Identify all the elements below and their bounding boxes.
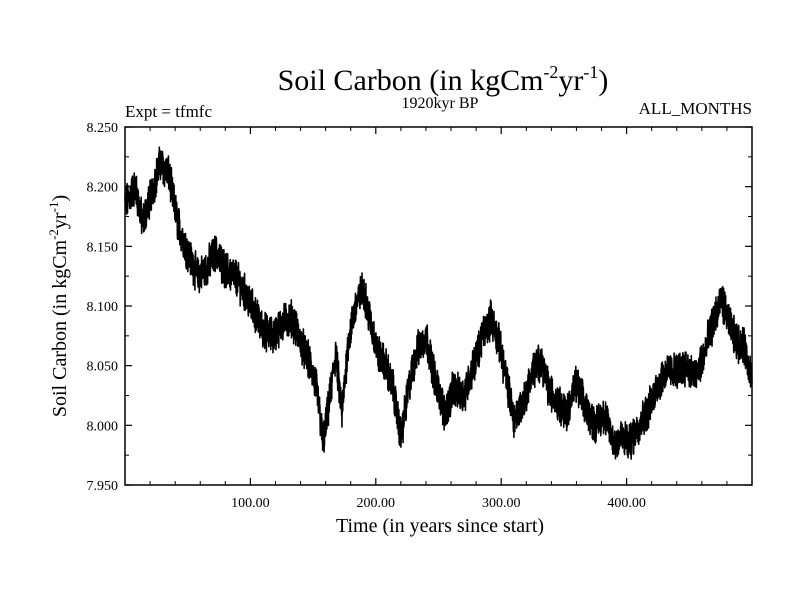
chart-title-main: Soil Carbon (in kgCm: [278, 64, 544, 97]
x-tick-label: 400.00: [607, 496, 646, 511]
chart-title-exp2: -1: [583, 62, 598, 82]
series-line-soil-carbon: [124, 146, 753, 460]
chart-subtitle: 1920kyr BP: [402, 95, 479, 112]
chart-title-end: ): [598, 64, 608, 97]
chart-title-mid: yr: [558, 64, 583, 97]
x-tick-label: 300.00: [482, 496, 521, 511]
y-axis-label-exp1: -2: [46, 229, 61, 240]
y-tick-label: 8.150: [87, 240, 119, 255]
expt-label: Expt = tfmfc: [125, 102, 212, 121]
y-tick-label: 8.200: [87, 181, 119, 196]
plot-frame: [124, 126, 753, 486]
y-axis-label-mid: yr: [49, 212, 71, 229]
chart-title: Soil Carbon (in kgCm-2yr-1): [278, 62, 609, 97]
y-axis-label-exp2: -1: [46, 202, 61, 213]
y-axis-label-main: Soil Carbon (in kgCm: [49, 239, 71, 417]
x-axis: 100.00 200.00 300.00 400.00: [149, 127, 728, 511]
chart-title-exp1: -2: [543, 62, 558, 82]
y-tick-label: 8.100: [87, 300, 119, 315]
y-tick-label: 8.250: [87, 121, 119, 136]
months-label: ALL_MONTHS: [639, 99, 752, 118]
y-axis-label-end: ): [49, 195, 71, 202]
x-tick-label: 200.00: [357, 496, 396, 511]
x-axis-label: Time (in years since start): [336, 515, 544, 537]
series-layer: [124, 146, 753, 460]
y-tick-label: 8.050: [87, 360, 119, 375]
y-tick-label: 7.950: [87, 479, 119, 494]
y-axis-label: Soil Carbon (in kgCm-2yr-1): [46, 195, 71, 417]
y-axis: 7.950 8.000 8.050 8.100 8.150 8.200 8.250: [87, 121, 752, 494]
x-tick-label: 100.00: [231, 496, 270, 511]
y-tick-label: 8.000: [87, 419, 119, 434]
